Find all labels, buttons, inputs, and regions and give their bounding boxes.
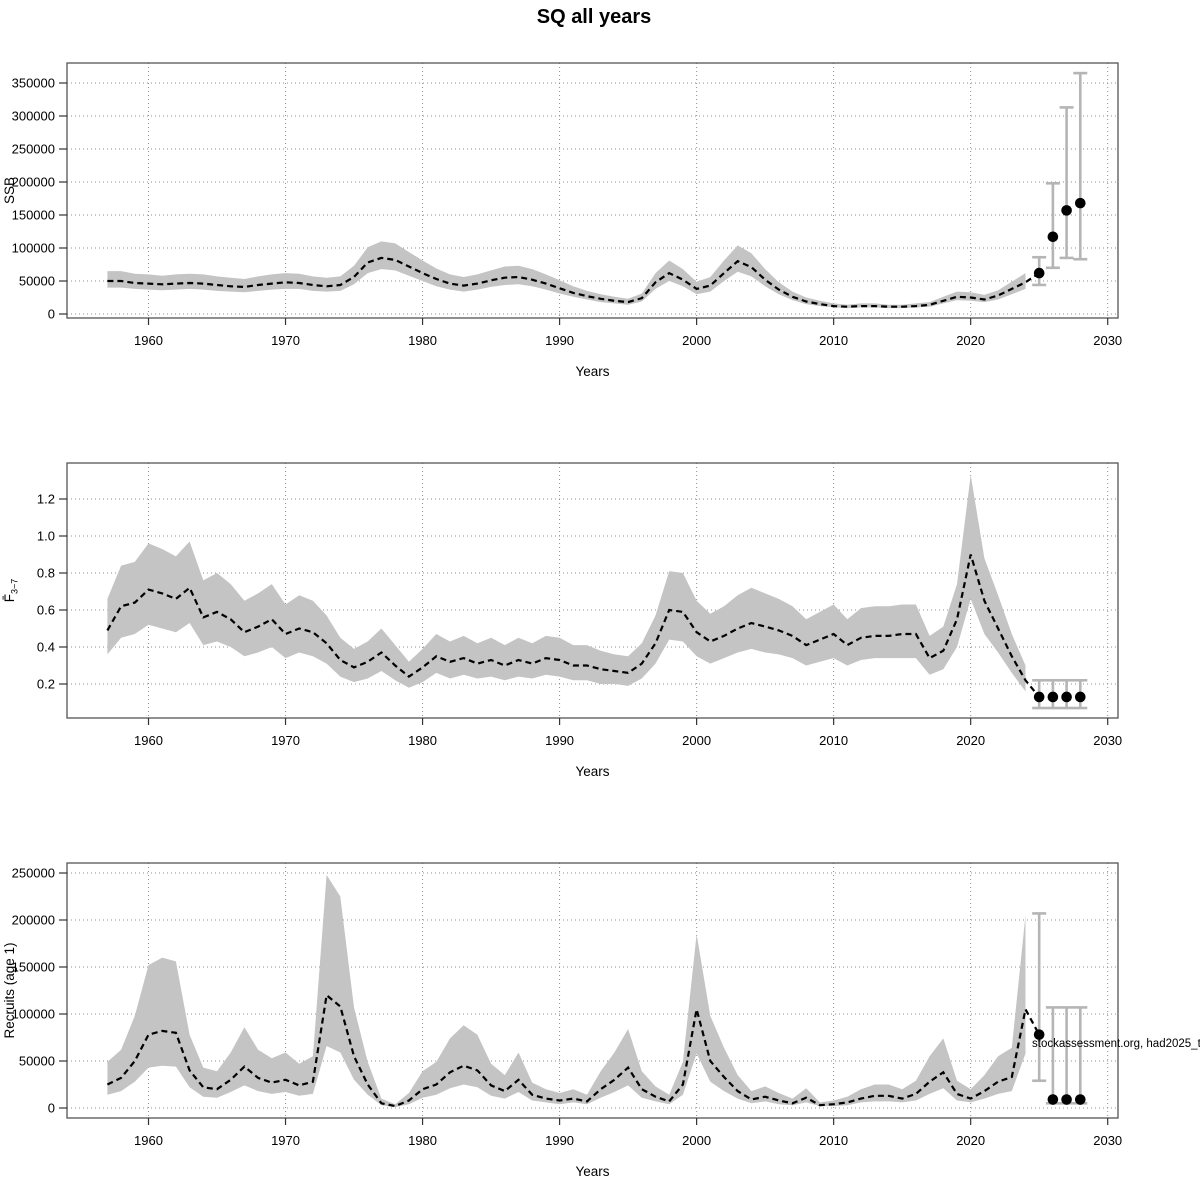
x-tick-label: 1970 [271,733,300,748]
forecast-point [1061,205,1072,216]
x-tick-label: 1970 [271,333,300,348]
panel-ssb: 1960 1970 1980 1990 2000 2010 2020 2030 0 50000 10… [2,62,1122,379]
forecast-point [1061,691,1072,703]
y-axis-label: F̄3−7 [2,579,20,603]
x-tick-label: 2010 [819,733,848,748]
y-axis-label: SSB [2,177,17,204]
estimate-line [106,554,1041,698]
x-tick-label: 1980 [408,333,437,348]
y-tick-label: 350000 [12,76,55,91]
x-tick-label: 1990 [545,1133,574,1148]
forecast-point [1033,1029,1045,1040]
y-tick-label: 0.6 [37,603,55,618]
y-tick-label: 0.4 [37,640,55,655]
forecast-point [1061,1094,1072,1105]
x-tick-label: 2020 [956,1133,985,1148]
y-tick-label: 50000 [19,1054,55,1069]
x-tick-label: 1980 [408,733,437,748]
x-tick-label: 2000 [682,733,711,748]
confidence-band [107,474,1026,692]
panel-fbar: 1960 1970 1980 1990 2000 2010 2020 2030 0.2 0.4 0.… [2,462,1122,779]
forecast-point [1047,691,1059,703]
y-tick-label: 150000 [12,208,55,223]
plot-frame [66,462,1119,719]
plot-frame [66,62,1119,319]
watermark-text: stockassessment.org, had2025_tes [1032,1038,1200,1050]
estimate-line [107,256,1040,308]
forecast-point [1033,691,1045,703]
y-tick-label: 200000 [12,175,55,190]
plot-frame [66,862,1119,1119]
confidence-band [107,241,1026,309]
x-tick-label: 1990 [545,333,574,348]
y-tick-label: 250000 [12,866,55,881]
x-tick-label: 2030 [1093,333,1122,348]
panel-recruits: 1960 1970 1980 1990 2000 2010 2020 2030 0 50000 10… [2,862,1122,1179]
y-tick-label: 0 [48,1101,55,1116]
y-tick-label: 100000 [12,241,55,256]
x-axis-label: Years [575,364,609,379]
y-tick-label: 0.8 [37,566,55,581]
x-tick-label: 1960 [134,733,163,748]
y-tick-label: 300000 [12,109,55,124]
x-tick-label: 1960 [134,333,163,348]
confidence-band [107,874,1026,1108]
forecast-point [1033,267,1045,279]
x-tick-label: 2000 [682,333,711,348]
x-axis-label: Years [575,764,609,779]
x-tick-label: 1980 [408,1133,437,1148]
y-tick-label: 0.2 [37,677,55,692]
forecast-point [1074,1094,1086,1105]
x-tick-label: 1990 [545,733,574,748]
x-tick-label: 2020 [956,733,985,748]
x-tick-label: 1970 [271,1133,300,1148]
y-tick-label: 150000 [12,960,55,975]
forecast-point [1074,691,1086,703]
y-tick-label: 200000 [12,913,55,928]
x-tick-label: 1960 [134,1133,163,1148]
forecast-point [1074,197,1086,209]
x-tick-label: 2020 [956,333,985,348]
y-tick-label: 1.2 [37,492,55,507]
y-tick-label: 1.0 [37,529,55,544]
y-tick-label: 0 [48,307,55,322]
forecast-point [1047,231,1059,243]
x-tick-label: 2010 [819,1133,848,1148]
y-axis-label: Recruits (age 1) [2,942,17,1038]
x-tick-label: 2000 [682,1133,711,1148]
page-title: SQ all years [536,6,652,28]
y-tick-label: 250000 [12,142,55,157]
y-tick-label: 50000 [19,274,55,289]
x-axis-label: Years [575,1164,609,1179]
x-tick-label: 2030 [1093,733,1122,748]
forecast-point [1047,1094,1059,1105]
x-tick-label: 2010 [819,333,848,348]
y-tick-label: 100000 [12,1007,55,1022]
x-tick-label: 2030 [1093,1133,1122,1148]
